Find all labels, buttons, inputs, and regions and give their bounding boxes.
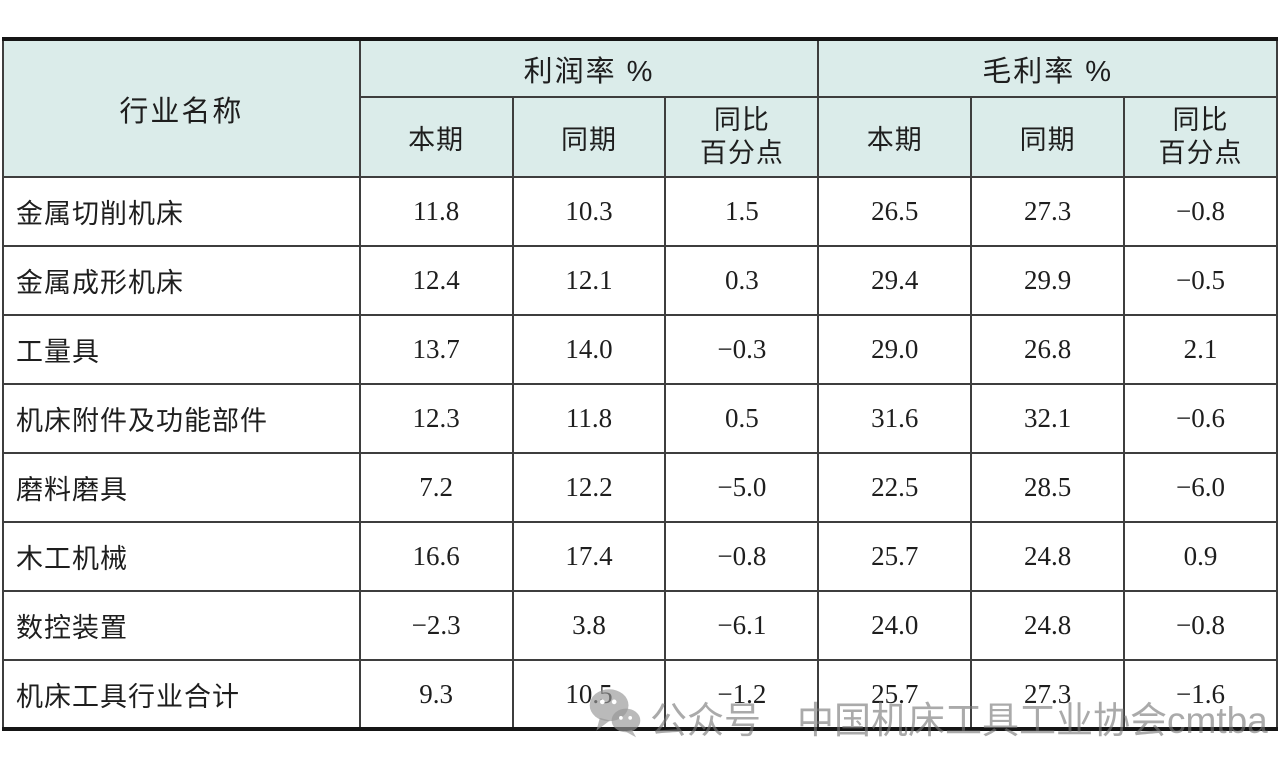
industry-name-cell: 磨料磨具 (2, 452, 361, 523)
value-cell: 3.8 (511, 590, 667, 661)
industry-name-header: 行业名称 (2, 38, 361, 178)
industry-profit-table-wrap: 行业名称 利润率 % 毛利率 % 本期 同期 同比 百分点 本期 同期 同比 (2, 37, 1278, 731)
value-cell: 14.0 (511, 314, 667, 385)
yoy-line2: 百分点 (699, 138, 784, 168)
value-cell: 26.5 (817, 176, 973, 247)
industry-profit-table: 行业名称 利润率 % 毛利率 % 本期 同期 同比 百分点 本期 同期 同比 (2, 37, 1278, 731)
value-cell: 17.4 (511, 521, 667, 592)
table-row: 金属成形机床 12.4 12.1 0.3 29.4 29.9 −0.5 (2, 245, 1278, 316)
table-row: 工量具 13.7 14.0 −0.3 29.0 26.8 2.1 (2, 314, 1278, 385)
value-cell: 10.5 (511, 659, 667, 730)
value-cell: 12.4 (358, 245, 514, 316)
value-cell: −0.6 (1123, 383, 1278, 454)
profit-rate-group-header: 利润率 % (358, 38, 820, 98)
value-cell: 28.5 (970, 452, 1126, 523)
value-cell: −2.3 (358, 590, 514, 661)
value-cell: 32.1 (970, 383, 1126, 454)
profit-current-header: 本期 (358, 96, 514, 178)
value-cell: −1.6 (1123, 659, 1278, 730)
value-cell: 12.1 (511, 245, 667, 316)
table-row: 木工机械 16.6 17.4 −0.8 25.7 24.8 0.9 (2, 521, 1278, 592)
industry-name-cell: 机床工具行业合计 (2, 659, 361, 730)
value-cell: 0.5 (664, 383, 820, 454)
table-row: 磨料磨具 7.2 12.2 −5.0 22.5 28.5 −6.0 (2, 452, 1278, 523)
value-cell: 2.1 (1123, 314, 1278, 385)
industry-name-cell: 数控装置 (2, 590, 361, 661)
value-cell: −6.1 (664, 590, 820, 661)
value-cell: −0.8 (1123, 176, 1278, 247)
value-cell: −0.8 (1123, 590, 1278, 661)
value-cell: 11.8 (358, 176, 514, 247)
value-cell: 26.8 (970, 314, 1126, 385)
value-cell: 0.9 (1123, 521, 1278, 592)
value-cell: 25.7 (817, 521, 973, 592)
value-cell: 7.2 (358, 452, 514, 523)
value-cell: 24.8 (970, 521, 1126, 592)
industry-name-cell: 金属切削机床 (2, 176, 361, 247)
table-row: 金属切削机床 11.8 10.3 1.5 26.5 27.3 −0.8 (2, 176, 1278, 247)
value-cell: 12.2 (511, 452, 667, 523)
industry-name-cell: 机床附件及功能部件 (2, 383, 361, 454)
value-cell: 31.6 (817, 383, 973, 454)
profit-yoy-header: 同比 百分点 (664, 96, 820, 178)
industry-name-cell: 工量具 (2, 314, 361, 385)
value-cell: 27.3 (970, 659, 1126, 730)
gross-margin-group-header: 毛利率 % (817, 38, 1278, 98)
value-cell: 29.0 (817, 314, 973, 385)
industry-name-cell: 金属成形机床 (2, 245, 361, 316)
value-cell: −6.0 (1123, 452, 1278, 523)
margin-prior-header: 同期 (970, 96, 1126, 178)
value-cell: −0.5 (1123, 245, 1278, 316)
industry-name-cell: 木工机械 (2, 521, 361, 592)
value-cell: 11.8 (511, 383, 667, 454)
value-cell: 10.3 (511, 176, 667, 247)
value-cell: 0.3 (664, 245, 820, 316)
table-row: 机床附件及功能部件 12.3 11.8 0.5 31.6 32.1 −0.6 (2, 383, 1278, 454)
value-cell: −1.2 (664, 659, 820, 730)
yoy-line1: 同比 (713, 105, 770, 136)
header-group-row: 行业名称 利润率 % 毛利率 % (2, 38, 1278, 178)
value-cell: 29.9 (970, 245, 1126, 316)
value-cell: 27.3 (970, 176, 1126, 247)
value-cell: 12.3 (358, 383, 514, 454)
value-cell: −5.0 (664, 452, 820, 523)
value-cell: 16.6 (358, 521, 514, 592)
value-cell: −0.8 (664, 521, 820, 592)
value-cell: 1.5 (664, 176, 820, 247)
value-cell: 9.3 (358, 659, 514, 730)
value-cell: 13.7 (358, 314, 514, 385)
yoy-line2: 百分点 (1158, 138, 1243, 168)
value-cell: 29.4 (817, 245, 973, 316)
header-sub-row: 本期 同期 同比 百分点 本期 同期 同比 百分点 (3, 96, 1278, 178)
value-cell: 25.7 (817, 659, 973, 730)
yoy-line1: 同比 (1172, 105, 1229, 136)
table-row: 机床工具行业合计 9.3 10.5 −1.2 25.7 27.3 −1.6 (2, 659, 1278, 730)
margin-yoy-header: 同比 百分点 (1123, 96, 1278, 178)
value-cell: 22.5 (817, 452, 973, 523)
table-row: 数控装置 −2.3 3.8 −6.1 24.0 24.8 −0.8 (2, 590, 1278, 661)
margin-current-header: 本期 (817, 96, 973, 178)
value-cell: 24.0 (817, 590, 973, 661)
profit-prior-header: 同期 (511, 96, 667, 178)
value-cell: 24.8 (970, 590, 1126, 661)
value-cell: −0.3 (664, 314, 820, 385)
